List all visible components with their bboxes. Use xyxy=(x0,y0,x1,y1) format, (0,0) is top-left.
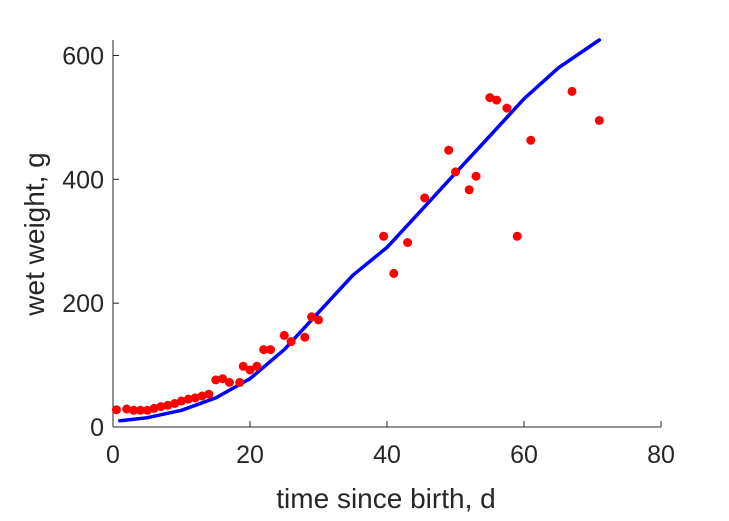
data-point xyxy=(142,405,152,415)
data-point xyxy=(307,312,317,322)
data-point xyxy=(512,231,522,241)
data-point xyxy=(451,167,460,177)
data-point xyxy=(183,394,193,404)
data-point xyxy=(122,404,132,414)
data-point xyxy=(156,402,166,412)
data-point xyxy=(170,399,180,408)
data-point xyxy=(163,400,173,410)
data-point xyxy=(379,231,389,241)
data-point xyxy=(485,93,495,103)
data-point xyxy=(420,193,430,203)
x-axis-label: time since birth, d xyxy=(276,483,495,514)
data-point xyxy=(300,332,310,342)
data-point xyxy=(111,405,121,415)
data-point xyxy=(177,396,186,406)
data-point xyxy=(135,405,145,415)
data-point xyxy=(129,405,139,415)
y-tick-label: 600 xyxy=(62,42,104,70)
data-point xyxy=(190,393,200,403)
data-point xyxy=(211,375,221,385)
data-point xyxy=(218,374,228,384)
y-axis-label: wet weight, g xyxy=(19,152,50,316)
data-point xyxy=(235,377,245,387)
data-point xyxy=(444,145,454,155)
data-point xyxy=(471,171,481,181)
data-point xyxy=(266,345,275,355)
data-point xyxy=(314,315,323,325)
data-point xyxy=(286,337,296,347)
x-tick-label: 60 xyxy=(510,441,538,469)
y-tick-label: 400 xyxy=(62,166,104,194)
data-points-layer xyxy=(111,86,604,415)
x-tick-label: 40 xyxy=(373,441,401,469)
y-tick-label: 200 xyxy=(62,290,104,318)
x-tick-label: 20 xyxy=(236,441,264,469)
data-point xyxy=(492,95,502,105)
data-point xyxy=(238,361,248,371)
data-point xyxy=(403,238,413,247)
data-point xyxy=(279,330,289,340)
data-point xyxy=(245,365,255,375)
data-point xyxy=(526,135,536,145)
x-tick-label: 0 xyxy=(106,441,120,469)
data-point xyxy=(464,185,474,195)
data-point xyxy=(594,116,604,125)
data-point xyxy=(224,377,234,387)
fit-curve-line xyxy=(118,38,602,423)
data-point xyxy=(389,268,399,278)
data-point xyxy=(149,403,159,413)
fit-curve-layer xyxy=(118,38,602,423)
data-point xyxy=(259,345,269,355)
data-point xyxy=(567,86,577,96)
data-point xyxy=(502,103,512,113)
data-point xyxy=(204,389,214,399)
x-tick-label: 80 xyxy=(647,441,675,469)
y-tick-label: 0 xyxy=(90,414,104,442)
data-point xyxy=(197,391,207,401)
ticks: 0 20 40 60 80 0 200 400 600 xyxy=(62,42,675,469)
data-point xyxy=(252,361,262,371)
